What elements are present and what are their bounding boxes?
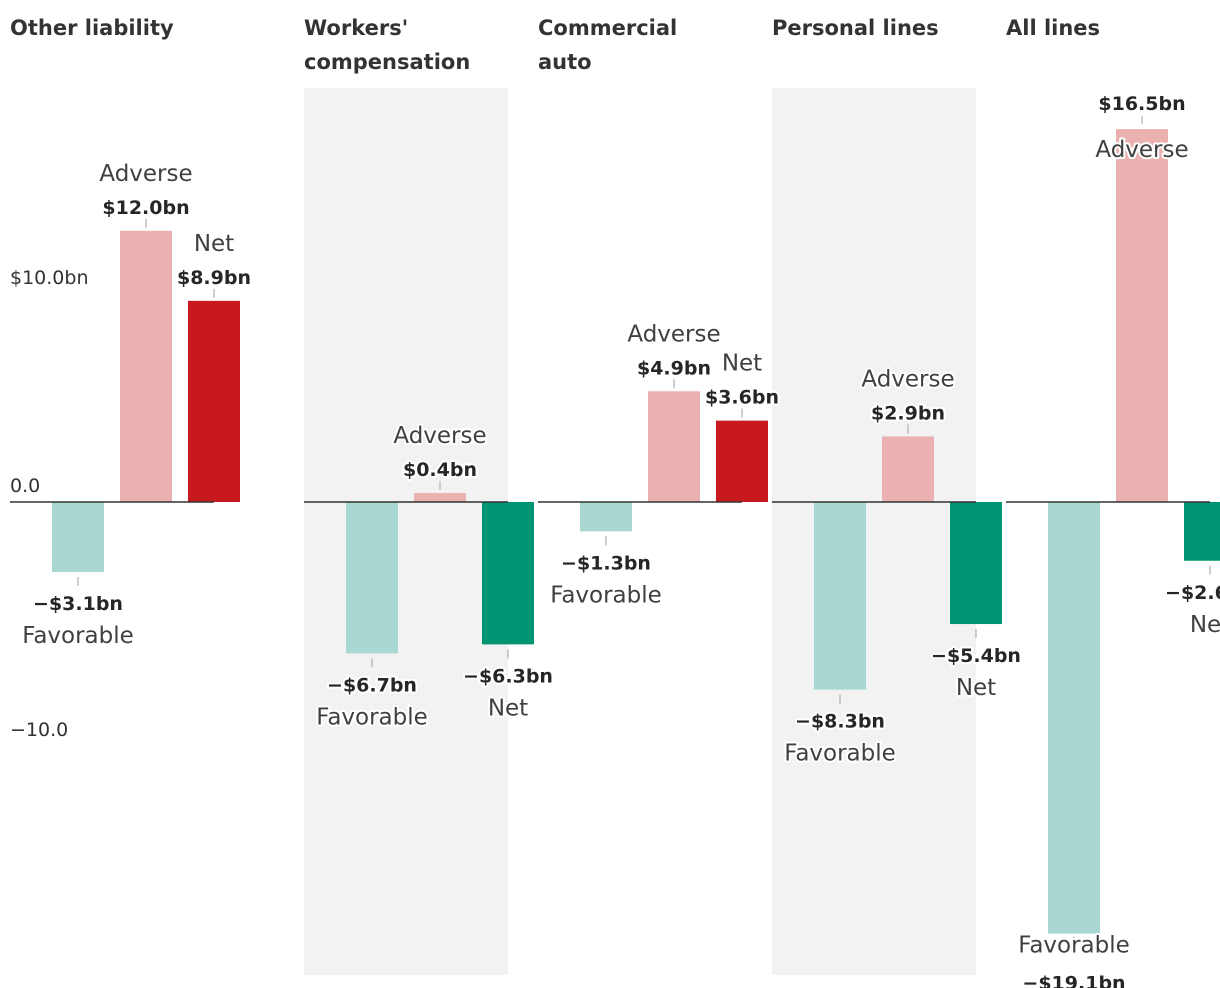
panel-backgrounds [304, 88, 976, 975]
series-label-favorable: Favorable [550, 582, 662, 608]
series-label-net: Net [722, 351, 762, 377]
y-tick-label: 0.0 [10, 475, 40, 497]
bar-adverse [414, 492, 466, 502]
panel-title: Other liability [10, 16, 174, 40]
value-label-favorable: −$19.1bn [1022, 973, 1125, 988]
value-label-net: −$2.6bn [1165, 582, 1220, 604]
bar-net [482, 502, 534, 645]
series-label-favorable: Favorable [1018, 933, 1130, 959]
bar-adverse [120, 230, 172, 503]
bar-net [716, 420, 768, 502]
series-label-net: Net [194, 231, 234, 257]
value-label-net: $8.9bn [177, 267, 251, 289]
y-axis: $10.0bn 0.0 −10.0 [10, 267, 89, 741]
series-label-net: Net [956, 675, 996, 701]
value-label-favorable: −$1.3bn [561, 552, 651, 574]
bar-adverse [882, 436, 934, 502]
series-label-net: Net [1190, 612, 1220, 638]
bar-adverse [1116, 129, 1168, 502]
series-label-net: Net [488, 695, 528, 721]
value-label-adverse: $4.9bn [637, 357, 711, 379]
panel-title: compensation [304, 50, 470, 74]
panel-title: Workers' [304, 16, 408, 40]
value-label-adverse: $12.0bn [102, 197, 189, 219]
value-label-favorable: −$3.1bn [33, 593, 123, 615]
bar-favorable [346, 502, 398, 654]
series-label-favorable: Favorable [784, 741, 896, 767]
series-label-adverse: Adverse [99, 161, 192, 187]
panel-title: All lines [1006, 16, 1100, 40]
bar-net [188, 300, 240, 502]
panel-shade [304, 88, 508, 975]
value-label-net: −$6.3bn [463, 665, 553, 687]
series-label-adverse: Adverse [861, 366, 954, 392]
bars [52, 129, 1220, 934]
value-label-net: $3.6bn [705, 387, 779, 409]
bar-favorable [814, 502, 866, 690]
series-label-adverse: Adverse [627, 321, 720, 347]
value-label-adverse: $2.9bn [871, 402, 945, 424]
panel-title: auto [538, 50, 592, 74]
panel-titles: Other liability Workers' compensation Comme… [10, 16, 1100, 74]
value-label-favorable: −$6.7bn [327, 674, 417, 696]
bar-net [950, 502, 1002, 625]
bar-net [1184, 502, 1220, 561]
labels: −$3.1bn Favorable $12.0bn Adverse $8.9bn Net −… [20, 91, 1220, 988]
value-label-adverse: $0.4bn [403, 459, 477, 481]
panel-title: Personal lines [772, 16, 939, 40]
panel-title: Commercial [538, 16, 677, 40]
bar-favorable [580, 502, 632, 532]
bar-favorable [52, 502, 104, 573]
value-label-adverse: $16.5bn [1098, 93, 1185, 115]
bar-favorable [1048, 502, 1100, 934]
y-tick-label: $10.0bn [10, 267, 89, 289]
value-label-favorable: −$8.3bn [795, 711, 885, 733]
value-label-net: −$5.4bn [931, 645, 1021, 667]
bar-adverse [648, 391, 700, 502]
series-label-adverse: Adverse [1095, 137, 1188, 163]
series-label-adverse: Adverse [393, 423, 486, 449]
series-label-favorable: Favorable [22, 623, 134, 649]
panel-shade [772, 88, 976, 975]
y-tick-label: −10.0 [10, 719, 68, 741]
series-label-favorable: Favorable [316, 704, 428, 730]
